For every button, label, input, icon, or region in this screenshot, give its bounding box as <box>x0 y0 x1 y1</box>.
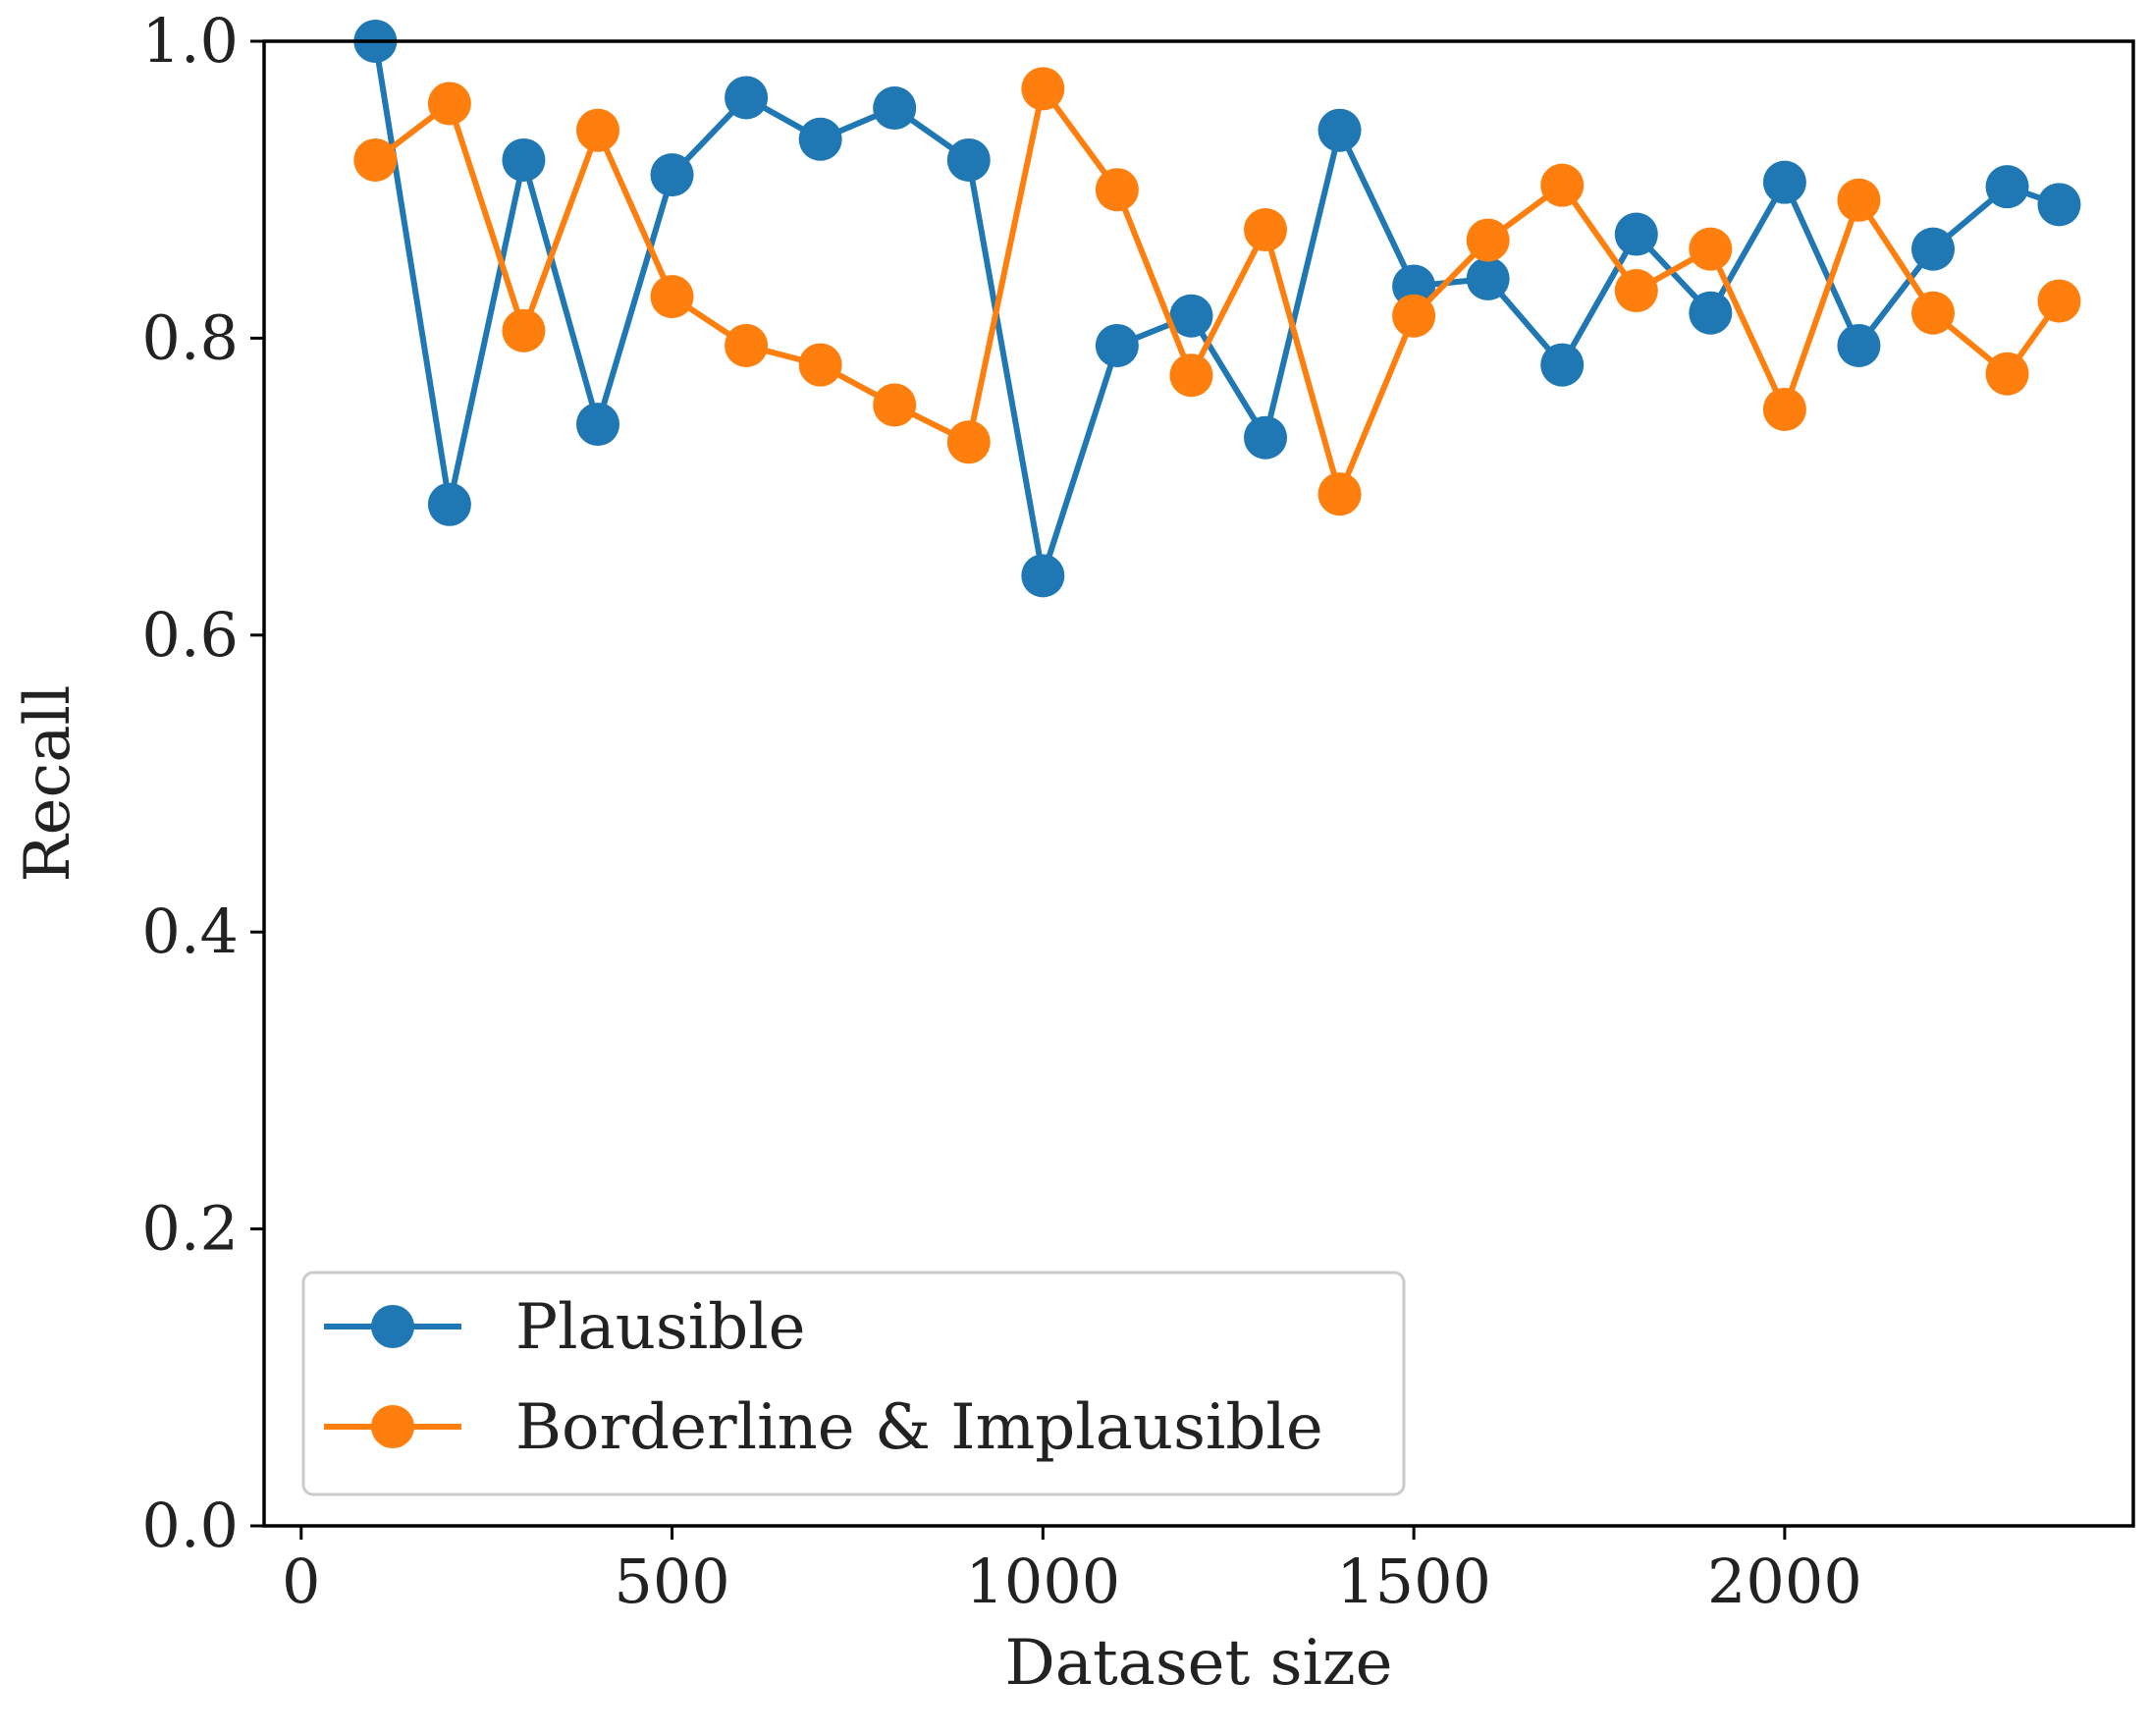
data-point-plausible <box>1466 256 1510 300</box>
y-tick-label: 0.8 <box>141 301 239 373</box>
data-point-borderline-implausible <box>1317 472 1362 516</box>
y-axis: 0.0 0.2 0.4 0.6 0.8 1.0 <box>141 5 264 1561</box>
data-point-plausible <box>502 137 546 182</box>
y-tick-label: 1.0 <box>141 5 239 77</box>
x-tick-label: 500 <box>614 1546 729 1617</box>
data-point-borderline-implausible <box>427 81 471 126</box>
data-point-plausible <box>1985 165 2029 209</box>
x-tick-label: 2000 <box>1707 1546 1862 1617</box>
data-point-borderline-implausible <box>1466 218 1510 262</box>
data-point-borderline-implausible <box>353 137 398 182</box>
data-point-plausible <box>650 153 694 197</box>
data-point-borderline-implausible <box>1540 163 1585 207</box>
y-tick-label: 0.2 <box>141 1193 239 1265</box>
data-point-borderline-implausible <box>1021 67 1065 111</box>
data-point-borderline-implausible <box>1837 178 1881 222</box>
data-point-plausible <box>798 117 842 161</box>
data-point-plausible <box>2037 183 2081 227</box>
data-point-borderline-implausible <box>1169 353 1213 398</box>
data-point-borderline-implausible <box>1244 208 1287 252</box>
y-tick-label: 0.4 <box>141 895 239 967</box>
data-point-plausible <box>1762 160 1806 204</box>
data-point-plausible <box>1095 323 1139 367</box>
x-tick-label: 1000 <box>965 1546 1120 1617</box>
data-point-borderline-implausible <box>1762 387 1806 431</box>
x-axis-title: Dataset size <box>1004 1627 1392 1700</box>
data-point-borderline-implausible <box>1095 168 1139 212</box>
data-point-borderline-implausible <box>650 275 694 319</box>
data-point-plausible <box>427 482 471 526</box>
data-point-plausible <box>946 137 991 182</box>
legend-marker-borderline-implausible <box>371 1405 414 1448</box>
data-point-plausible <box>1614 212 1658 256</box>
data-point-borderline-implausible <box>502 308 546 353</box>
data-point-borderline-implausible <box>1689 227 1733 271</box>
data-point-borderline-implausible <box>2037 279 2081 323</box>
legend-box <box>301 1271 1406 1496</box>
data-point-plausible <box>1911 227 1955 271</box>
data-point-plausible <box>1689 291 1733 335</box>
x-axis: 0 500 1000 1500 2000 <box>282 1526 1862 1617</box>
data-point-borderline-implausible <box>1911 291 1955 335</box>
data-point-borderline-implausible <box>946 420 991 464</box>
data-point-borderline-implausible <box>725 323 769 367</box>
y-tick-label: 0.6 <box>141 599 239 671</box>
data-point-plausible <box>1317 108 1362 152</box>
data-point-plausible <box>873 86 917 131</box>
x-tick-label: 0 <box>282 1546 320 1617</box>
data-point-borderline-implausible <box>1985 352 2029 396</box>
data-point-borderline-implausible <box>1614 269 1658 313</box>
data-point-plausible <box>1169 294 1213 338</box>
data-point-borderline-implausible <box>576 108 619 152</box>
series-layer <box>353 20 2081 598</box>
data-point-plausible <box>725 76 769 120</box>
y-axis-title: Recall <box>12 685 84 883</box>
legend: Plausible Borderline & Implausible <box>301 1271 1406 1496</box>
series-line-borderline-implausible <box>373 85 2062 498</box>
data-point-borderline-implausible <box>1392 294 1436 338</box>
data-point-plausible <box>1392 264 1436 308</box>
x-tick-label: 1500 <box>1336 1546 1491 1617</box>
data-point-borderline-implausible <box>798 343 842 387</box>
legend-label-borderline-implausible: Borderline & Implausible <box>515 1391 1323 1464</box>
data-point-plausible <box>1244 415 1287 460</box>
data-point-borderline-implausible <box>873 383 917 427</box>
y-tick-label: 0.0 <box>141 1490 239 1561</box>
plot-frame <box>262 39 2135 1528</box>
legend-label-plausible: Plausible <box>515 1291 806 1364</box>
data-point-plausible <box>1540 343 1585 387</box>
data-point-plausible <box>1837 323 1881 367</box>
legend-marker-plausible <box>371 1305 414 1348</box>
series-line-plausible <box>372 40 2061 579</box>
data-point-plausible <box>1021 554 1065 598</box>
data-point-plausible <box>576 403 619 447</box>
